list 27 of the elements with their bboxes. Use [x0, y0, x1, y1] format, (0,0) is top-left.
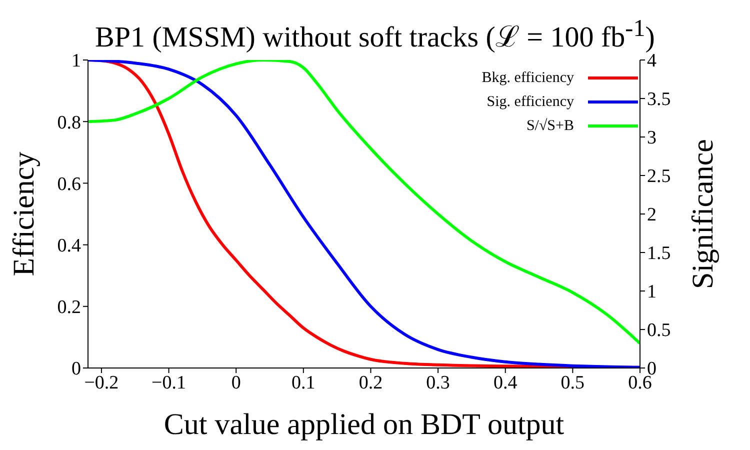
legend-label: Sig. efficiency [486, 94, 574, 110]
x-tick-label: 0 [231, 372, 241, 394]
legend-label: Bkg. efficiency [482, 70, 574, 86]
x-tick-label: 0.4 [493, 372, 518, 394]
x-tick-label: −0.2 [84, 372, 119, 394]
x-tick-label: −0.1 [152, 372, 186, 394]
x-tick-label: 0.2 [358, 372, 383, 394]
x-tick-label: 0.5 [560, 372, 585, 394]
y2-tick-label: 1 [647, 282, 656, 303]
y2-tick-label: 0.5 [647, 320, 671, 342]
y-tick-label: 0 [72, 358, 81, 380]
y2-tick-label: 1.5 [647, 243, 671, 264]
legend-label: S/√S+B [526, 118, 574, 134]
y-tick-label: 0.2 [57, 297, 81, 318]
y-tick-label: 0.6 [57, 174, 81, 195]
y-tick-label: 0.8 [57, 112, 81, 134]
y-axis-title: Efficiency [8, 152, 41, 276]
y-tick-label: 1 [72, 50, 81, 72]
x-axis-title: Cut value applied on BDT output [164, 408, 565, 441]
y-tick-label: 0.4 [57, 236, 82, 257]
y2-axis-title: Significance [686, 139, 720, 289]
y2-tick-label: 2 [647, 204, 656, 226]
y2-tick-label: 3 [647, 128, 656, 149]
x-tick-label: 0.1 [292, 372, 316, 394]
y2-tick-label: 3.5 [647, 89, 671, 110]
y2-tick-label: 2.5 [647, 166, 671, 188]
x-tick-label: 0.3 [426, 372, 450, 394]
